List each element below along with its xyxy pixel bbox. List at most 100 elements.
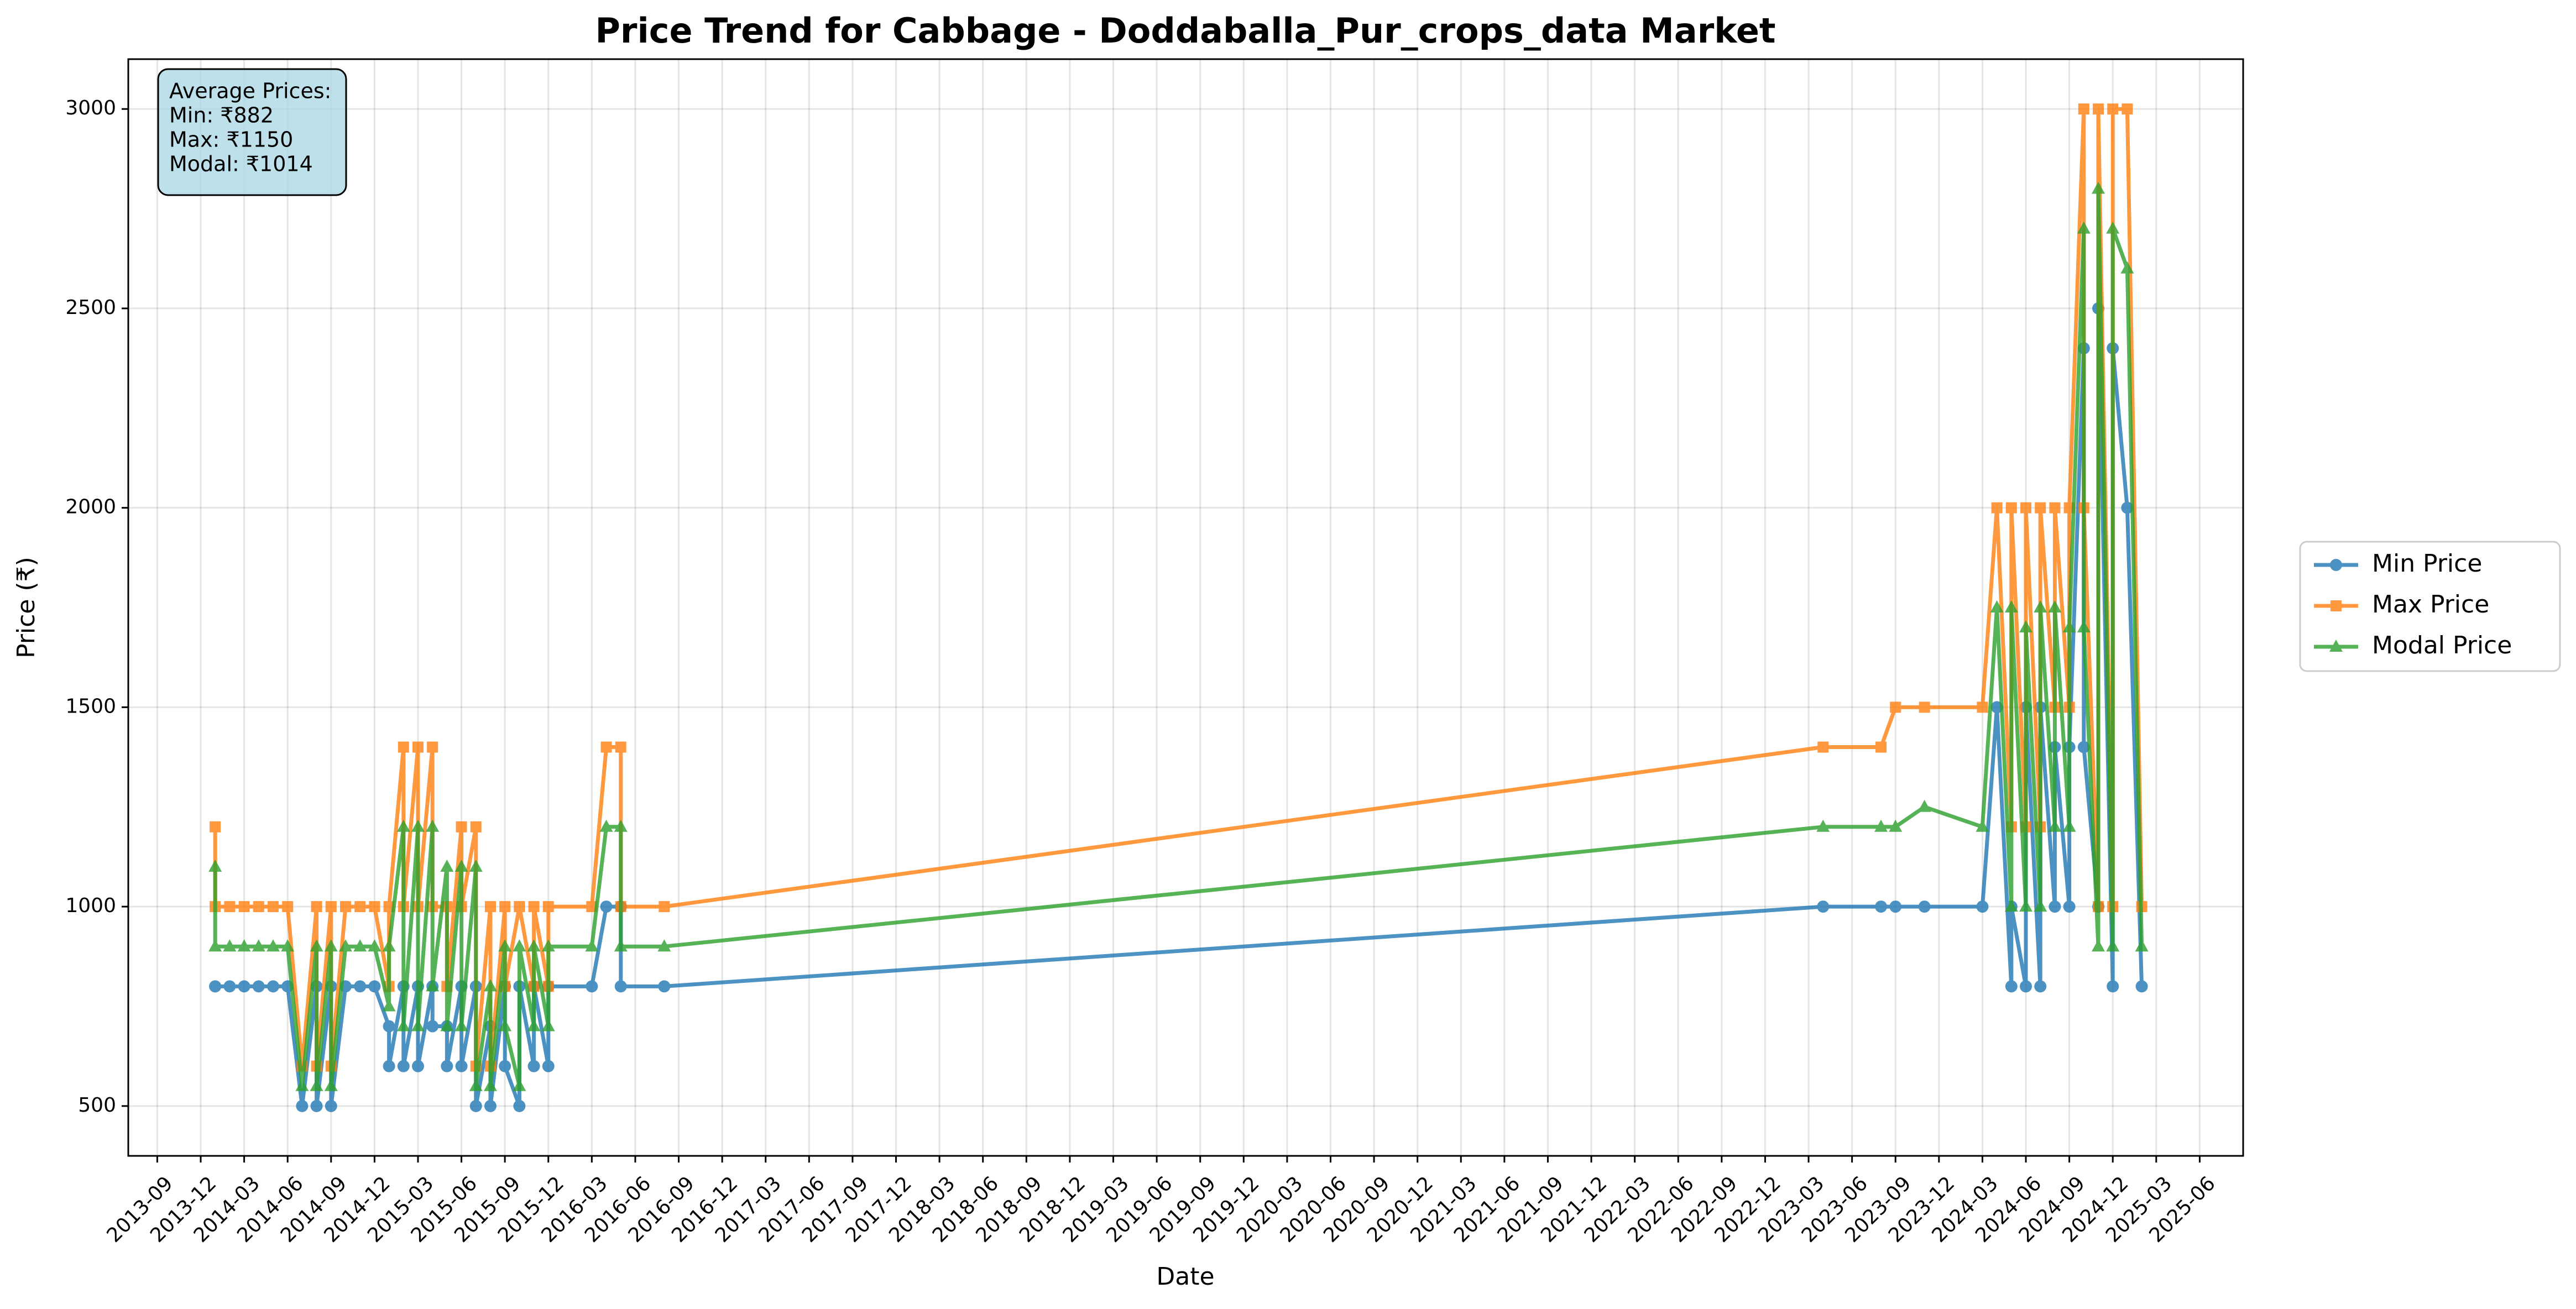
- annotation-text: Min: ₹882: [169, 103, 274, 128]
- point: [266, 939, 280, 952]
- point: [1977, 701, 1988, 713]
- point: [469, 1099, 482, 1112]
- point: [2019, 899, 2033, 912]
- point: [1976, 900, 1989, 913]
- point: [585, 939, 599, 952]
- y-tick-label: 2000: [65, 496, 116, 519]
- point: [1817, 900, 1830, 913]
- point: [295, 1078, 309, 1091]
- point: [2004, 899, 2018, 912]
- point: [210, 821, 221, 832]
- legend-label: Min Price: [2372, 549, 2482, 578]
- point: [2107, 103, 2119, 115]
- point: [324, 939, 338, 952]
- point: [483, 979, 497, 992]
- point: [338, 939, 352, 952]
- point: [469, 859, 483, 872]
- point: [223, 980, 236, 993]
- annotation-text: Modal: ₹1014: [169, 152, 313, 176]
- point: [426, 1020, 439, 1033]
- point: [224, 901, 236, 913]
- legend-item: [2314, 559, 2358, 571]
- point: [600, 741, 612, 753]
- point: [382, 939, 396, 952]
- series: [208, 181, 2149, 1091]
- point: [353, 939, 367, 952]
- point: [499, 1060, 511, 1072]
- point: [296, 1099, 309, 1112]
- point: [499, 901, 511, 913]
- point: [411, 1019, 425, 1032]
- point: [2005, 502, 2017, 514]
- point: [2034, 600, 2047, 612]
- point: [426, 979, 440, 992]
- point: [2077, 741, 2090, 753]
- point: [2062, 819, 2076, 832]
- point: [209, 980, 222, 993]
- point: [542, 1060, 555, 1072]
- point: [2107, 980, 2119, 993]
- point: [369, 901, 380, 913]
- legend: Min Price Max Price Modal Price: [2299, 541, 2561, 672]
- point: [311, 901, 322, 913]
- point: [1990, 600, 2004, 612]
- point: [282, 901, 294, 913]
- point: [498, 939, 512, 952]
- point: [1875, 900, 1888, 913]
- point: [2048, 600, 2062, 612]
- point: [2020, 980, 2032, 993]
- point: [267, 901, 279, 913]
- plot-frame: [127, 58, 2244, 1157]
- point: [208, 939, 222, 952]
- point: [2078, 103, 2089, 115]
- point: [411, 1060, 424, 1072]
- y-tick-label: 2500: [65, 296, 116, 319]
- point: [1875, 741, 1887, 753]
- point: [527, 1019, 541, 1032]
- point: [513, 1099, 526, 1112]
- point: [2049, 900, 2061, 913]
- point: [2331, 600, 2342, 611]
- point: [1816, 819, 1830, 832]
- point: [2034, 980, 2047, 993]
- point: [310, 939, 323, 952]
- point: [2106, 221, 2120, 234]
- point: [1917, 799, 1931, 812]
- point: [1991, 502, 2003, 514]
- point: [2004, 600, 2018, 612]
- point: [1919, 701, 1930, 713]
- point: [658, 980, 671, 993]
- point: [223, 939, 237, 952]
- point: [208, 859, 222, 872]
- point: [383, 1020, 395, 1033]
- point: [542, 901, 554, 913]
- point: [2062, 620, 2076, 633]
- point: [659, 901, 670, 913]
- point: [2035, 502, 2046, 514]
- series-line: [213, 187, 2144, 1088]
- point: [2135, 980, 2148, 993]
- point: [354, 901, 366, 913]
- point: [1890, 701, 1901, 713]
- point: [456, 821, 467, 832]
- annotation-background: [157, 68, 347, 196]
- y-tick-label: 1000: [65, 894, 116, 917]
- point: [2121, 501, 2134, 514]
- point: [541, 939, 555, 952]
- point: [368, 939, 382, 952]
- point: [1976, 819, 1989, 832]
- point: [2092, 939, 2105, 952]
- legend-label: Max Price: [2372, 590, 2489, 619]
- point: [427, 741, 438, 753]
- point: [2106, 939, 2120, 952]
- annotation-text: Average Prices:: [169, 79, 331, 103]
- point: [325, 901, 337, 913]
- x-axis-label: Date: [1156, 1263, 1214, 1291]
- point: [484, 901, 496, 913]
- point: [527, 1060, 540, 1072]
- point: [2329, 640, 2343, 652]
- point: [237, 939, 251, 952]
